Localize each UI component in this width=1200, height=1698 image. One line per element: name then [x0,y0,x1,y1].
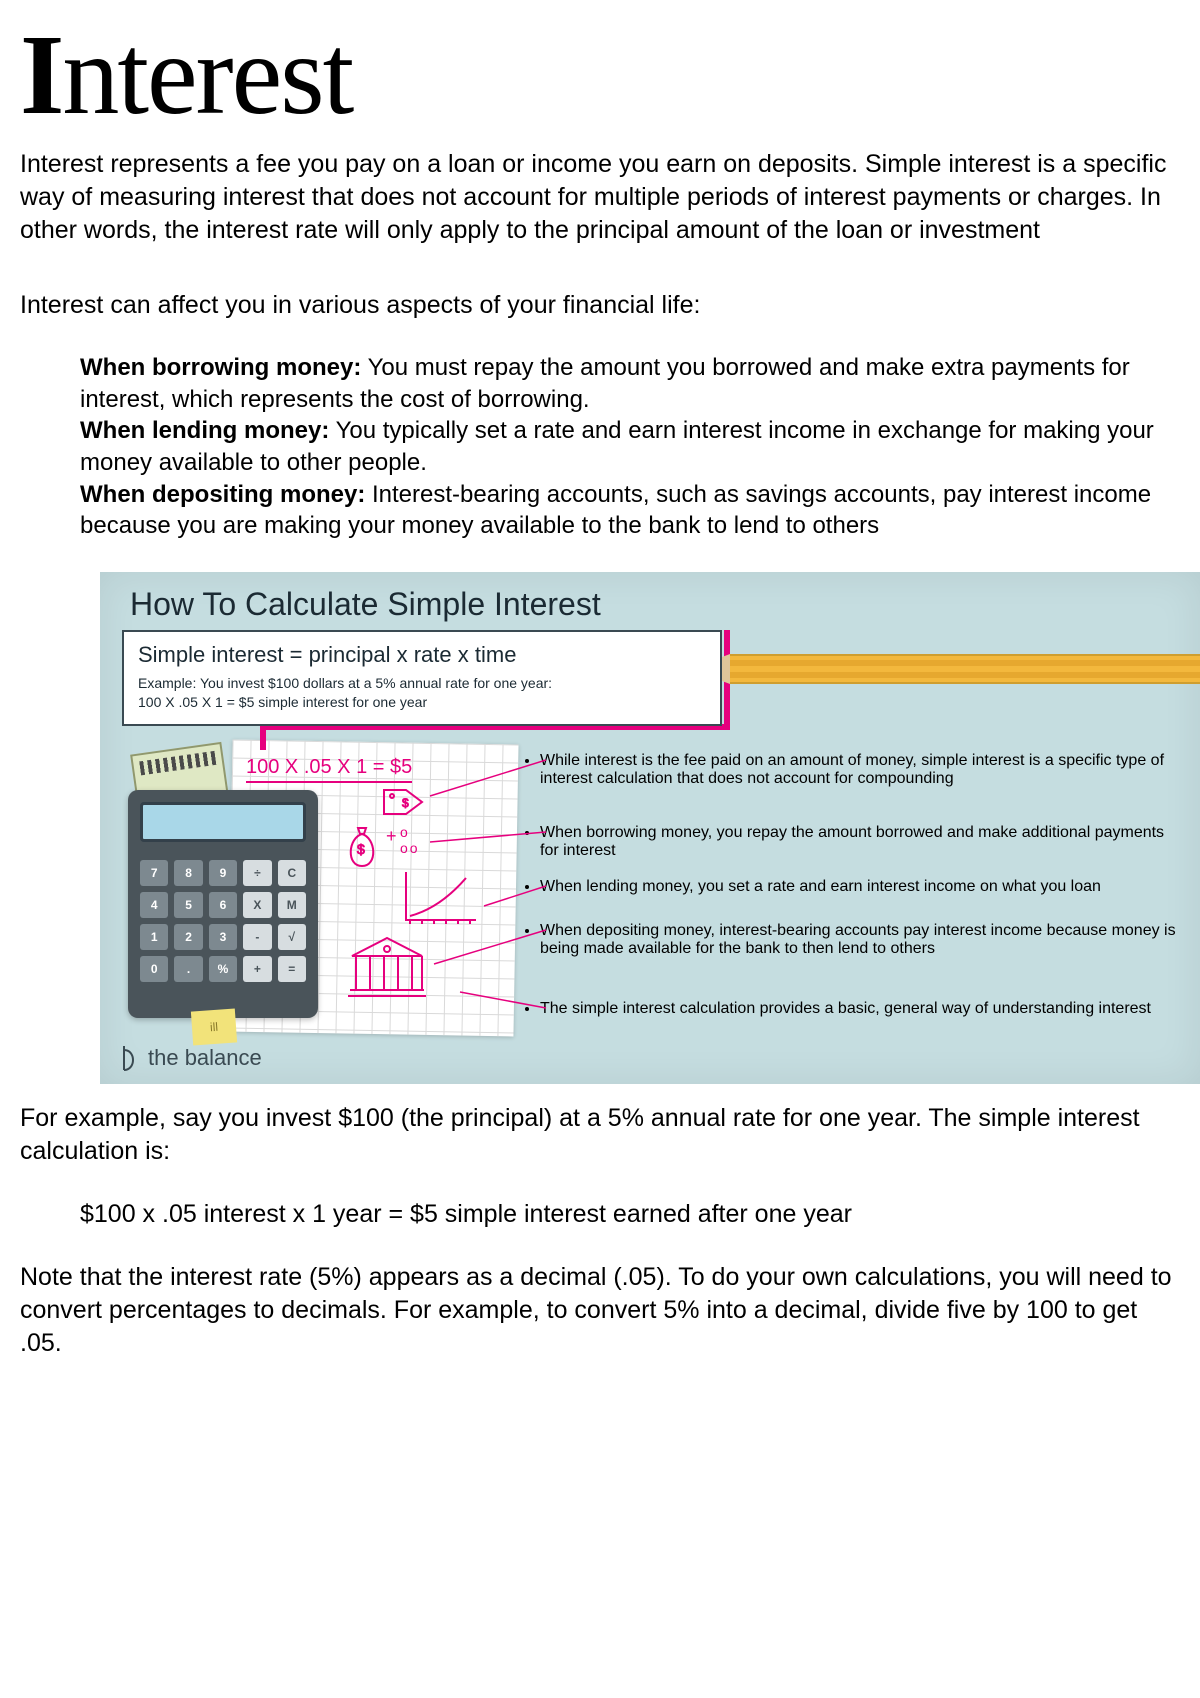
calculator-key: 3 [209,924,237,950]
calculator-key: M [278,892,306,918]
calculator-key: + [243,956,271,982]
calculator-key: 6 [209,892,237,918]
aspect-borrowing: When borrowing money: You must repay the… [80,352,1180,415]
calculator-key: 7 [140,860,168,886]
page-title: Interest [20,18,1180,132]
infographic-panel: How To Calculate Simple Interest Simple … [100,572,1200,1084]
plus-icon: + [386,826,397,847]
example-line-2: 100 X .05 X 1 = $5 simple interest for o… [138,693,706,712]
aspect-depositing: When depositing money: Interest-bearing … [80,479,1180,542]
calculator-key: C [278,860,306,886]
calculator-key: 9 [209,860,237,886]
accent-bar-drop [260,724,266,750]
handwritten-equation: 100 X .05 X 1 = $5 [246,756,412,783]
title-rest: nterest [62,11,352,138]
pencil-icon [690,654,1200,684]
calculator-key: = [278,956,306,982]
brand-label: the balance [148,1045,262,1071]
formula-text: Simple interest = principal x rate x tim… [138,642,706,668]
brand-the-balance: the balance [120,1044,262,1072]
panel-bullet: When borrowing money, you repay the amou… [540,824,1176,860]
after-section: For example, say you invest $100 (the pr… [20,1102,1180,1360]
panel-title: How To Calculate Simple Interest [130,586,601,623]
intro-paragraph: Interest represents a fee you pay on a l… [20,148,1180,247]
sticky-note-icon: ill [191,1009,237,1046]
panel-bullet: The simple interest calculation provides… [540,1000,1176,1018]
aspect-label: When depositing money: [80,481,365,508]
svg-text:$: $ [402,796,409,810]
aspects-list: When borrowing money: You must repay the… [80,352,1180,542]
example-line-1: Example: You invest $100 dollars at a 5%… [138,674,706,693]
aspect-lending: When lending money: You typically set a … [80,415,1180,478]
example-calculation: $100 x .05 interest x 1 year = $5 simple… [80,1198,1180,1231]
calculator-key: 8 [174,860,202,886]
example-intro: For example, say you invest $100 (the pr… [20,1102,1180,1168]
panel-bullet: When depositing money, interest-bearing … [540,922,1176,958]
coins-icon: ooo [400,824,420,856]
calculator-key: 1 [140,924,168,950]
calculator-key: 5 [174,892,202,918]
calculator-key: √ [278,924,306,950]
calculator-key: X [243,892,271,918]
calculator-icon: 789÷ C 456XM 123-√ 0.%+ = [128,790,318,1018]
decimal-note: Note that the interest rate (5%) appears… [20,1261,1180,1360]
calculator-key: 2 [174,924,202,950]
money-bag-icon: $ [340,822,384,870]
line-chart-icon [400,868,480,928]
svg-text:$: $ [357,841,365,857]
calculator-screen [140,802,306,842]
aspect-label: When lending money: [80,417,329,444]
calculator-keys: 789÷ C 456XM 123-√ 0.%+ = [140,860,306,982]
panel-bullet: When lending money, you set a rate and e… [540,878,1176,896]
price-tag-icon: $ [380,786,426,818]
bank-icon [346,934,428,1000]
calculator-key: . [174,956,202,982]
aspect-label: When borrowing money: [80,354,361,381]
calculator-key: - [243,924,271,950]
calculator-key: % [209,956,237,982]
calculator-key: 0 [140,956,168,982]
calculator-key: ÷ [243,860,271,886]
calculator-key: 4 [140,892,168,918]
lead-paragraph: Interest can affect you in various aspec… [20,289,1180,322]
formula-box: Simple interest = principal x rate x tim… [122,630,722,726]
balance-logo-icon [120,1044,142,1072]
panel-bullet: While interest is the fee paid on an amo… [540,752,1176,788]
